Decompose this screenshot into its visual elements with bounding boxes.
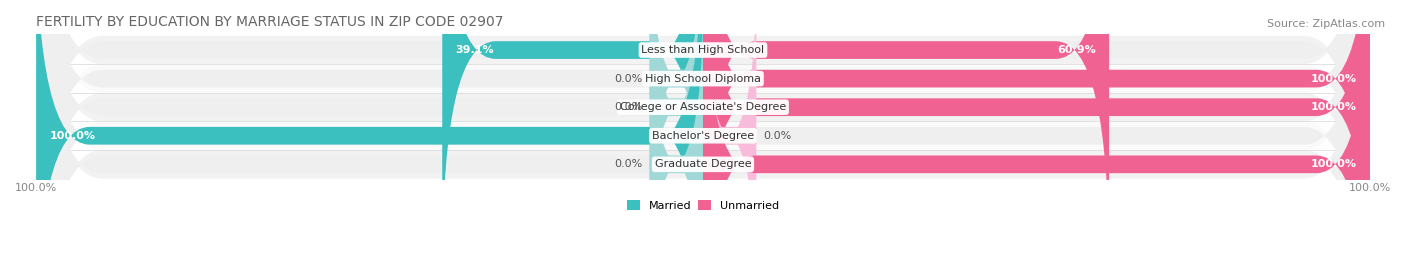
Text: 100.0%: 100.0% [1310, 159, 1357, 169]
Text: FERTILITY BY EDUCATION BY MARRIAGE STATUS IN ZIP CODE 02907: FERTILITY BY EDUCATION BY MARRIAGE STATU… [37, 15, 503, 29]
FancyBboxPatch shape [650, 2, 703, 269]
FancyBboxPatch shape [703, 0, 756, 269]
Text: College or Associate's Degree: College or Associate's Degree [620, 102, 786, 112]
FancyBboxPatch shape [37, 0, 1369, 269]
FancyBboxPatch shape [703, 0, 1109, 269]
FancyBboxPatch shape [37, 0, 1369, 269]
Text: Bachelor's Degree: Bachelor's Degree [652, 131, 754, 141]
Legend: Married, Unmarried: Married, Unmarried [623, 196, 783, 215]
Text: 100.0%: 100.0% [1310, 74, 1357, 84]
Text: Graduate Degree: Graduate Degree [655, 159, 751, 169]
Text: 0.0%: 0.0% [614, 74, 643, 84]
FancyBboxPatch shape [703, 0, 1369, 269]
FancyBboxPatch shape [37, 0, 1369, 269]
Text: 0.0%: 0.0% [614, 102, 643, 112]
FancyBboxPatch shape [443, 0, 703, 269]
Text: High School Diploma: High School Diploma [645, 74, 761, 84]
FancyBboxPatch shape [650, 0, 703, 241]
FancyBboxPatch shape [650, 0, 703, 269]
FancyBboxPatch shape [703, 0, 1369, 269]
FancyBboxPatch shape [37, 0, 1369, 269]
Text: Source: ZipAtlas.com: Source: ZipAtlas.com [1267, 19, 1385, 29]
FancyBboxPatch shape [37, 0, 1369, 269]
Text: 60.9%: 60.9% [1057, 45, 1095, 55]
FancyBboxPatch shape [37, 0, 1369, 269]
FancyBboxPatch shape [37, 0, 1369, 269]
FancyBboxPatch shape [703, 0, 1369, 269]
FancyBboxPatch shape [37, 0, 1369, 269]
FancyBboxPatch shape [37, 0, 703, 269]
FancyBboxPatch shape [37, 0, 1369, 269]
Text: Less than High School: Less than High School [641, 45, 765, 55]
Text: 0.0%: 0.0% [763, 131, 792, 141]
Text: 100.0%: 100.0% [49, 131, 96, 141]
Text: 39.1%: 39.1% [456, 45, 495, 55]
FancyBboxPatch shape [37, 0, 1369, 269]
Text: 100.0%: 100.0% [1310, 102, 1357, 112]
Text: 0.0%: 0.0% [614, 159, 643, 169]
